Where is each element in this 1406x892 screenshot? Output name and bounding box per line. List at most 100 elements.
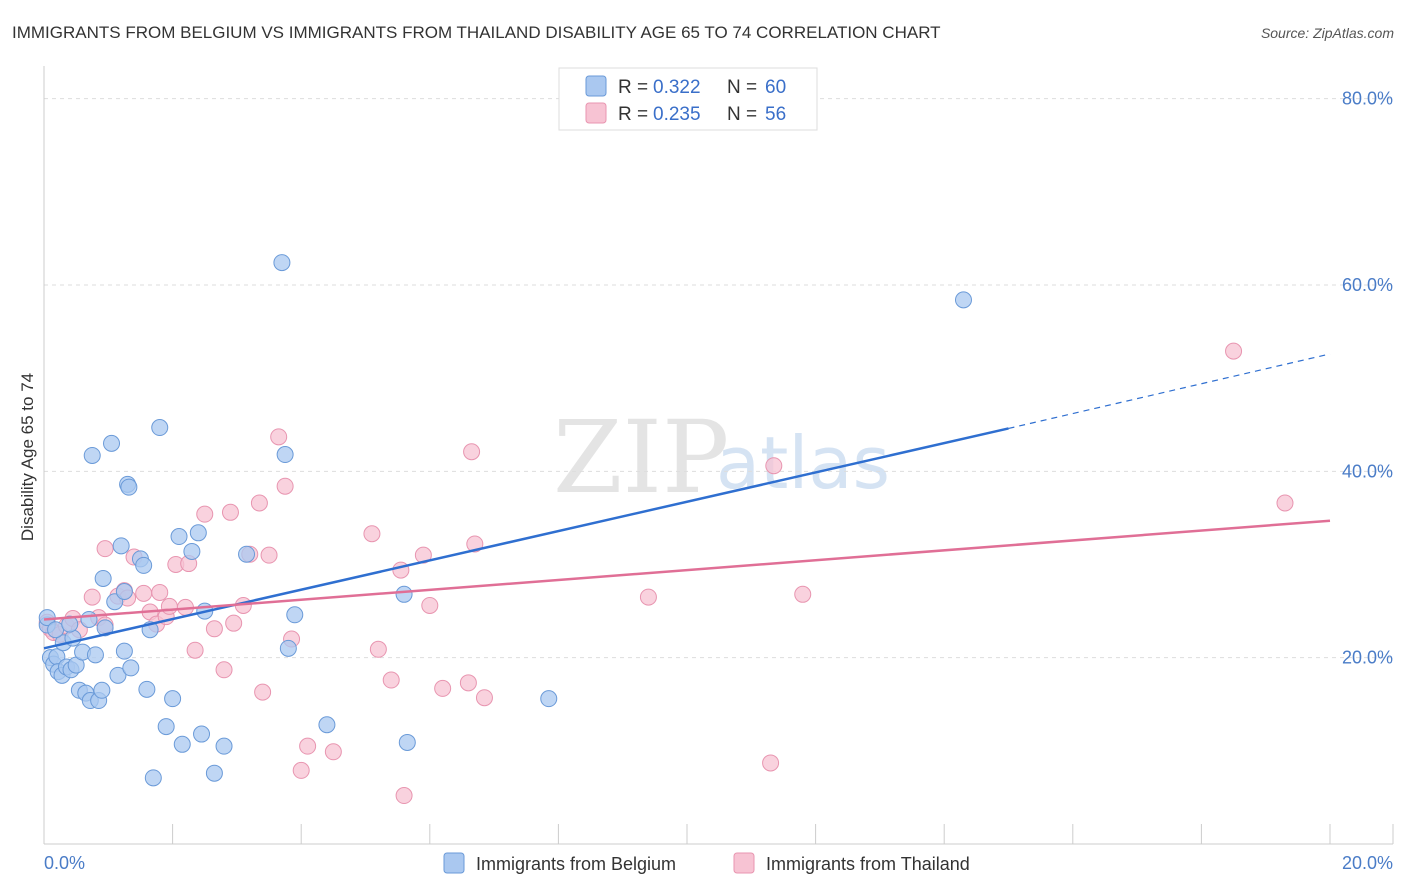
thailand-point bbox=[221, 503, 239, 521]
belgium-point bbox=[103, 434, 121, 452]
thailand-point bbox=[270, 428, 288, 446]
chart-title: IMMIGRANTS FROM BELGIUM VS IMMIGRANTS FR… bbox=[12, 23, 941, 42]
belgium-point bbox=[273, 254, 291, 272]
legend-n-label-thailand: N = bbox=[727, 104, 757, 125]
bottom-legend-swatch-belgium bbox=[443, 852, 465, 874]
thailand-point bbox=[215, 661, 233, 679]
thailand-point bbox=[794, 585, 812, 603]
belgium-point bbox=[279, 639, 297, 657]
thailand-point bbox=[1276, 494, 1294, 512]
y-axis-label: Disability Age 65 to 74 bbox=[18, 373, 37, 541]
belgium-point bbox=[112, 537, 130, 555]
belgium-point bbox=[115, 583, 133, 601]
belgium-point bbox=[109, 666, 127, 684]
belgium-trend-extension bbox=[1008, 353, 1331, 430]
y-tick-label: 60.0% bbox=[1342, 275, 1393, 295]
thailand-point bbox=[421, 596, 439, 614]
y-tick-label: 40.0% bbox=[1342, 461, 1393, 481]
thailand-point bbox=[205, 620, 223, 638]
thailand-point bbox=[196, 505, 214, 523]
legend-r-value-thailand: 0.235 bbox=[653, 104, 701, 125]
correlation-legend: R = 0.322 N = 60 R = 0.235 N = 56 bbox=[558, 67, 818, 131]
belgium-point bbox=[189, 524, 207, 542]
watermark-atlas: atlas bbox=[716, 421, 890, 505]
belgium-point bbox=[286, 606, 304, 624]
thailand-point bbox=[382, 671, 400, 689]
thailand-point bbox=[250, 494, 268, 512]
belgium-point bbox=[80, 610, 98, 628]
belgium-point bbox=[138, 680, 156, 698]
belgium-point bbox=[540, 690, 558, 708]
belgium-series bbox=[38, 254, 972, 787]
trend-lines bbox=[43, 353, 1331, 650]
thailand-point bbox=[96, 540, 114, 558]
thailand-point bbox=[83, 588, 101, 606]
legend-n-label-belgium: N = bbox=[727, 77, 757, 98]
belgium-point bbox=[395, 585, 413, 603]
belgium-point bbox=[193, 725, 211, 743]
thailand-point bbox=[434, 679, 452, 697]
belgium-point bbox=[157, 718, 175, 736]
belgium-point bbox=[94, 569, 112, 587]
belgium-point bbox=[954, 291, 972, 309]
belgium-point bbox=[144, 769, 162, 787]
belgium-point bbox=[115, 642, 133, 660]
belgium-point bbox=[151, 419, 169, 437]
belgium-point bbox=[83, 446, 101, 464]
thailand-point bbox=[369, 640, 387, 658]
thailand-trend-line bbox=[43, 519, 1331, 621]
legend-n-value-belgium: 60 bbox=[765, 77, 786, 98]
belgium-point bbox=[276, 446, 294, 464]
bottom-legend-label-thailand: Immigrants from Thailand bbox=[766, 854, 970, 874]
belgium-point bbox=[183, 542, 201, 560]
thailand-point bbox=[292, 761, 310, 779]
belgium-point bbox=[86, 646, 104, 664]
belgium-point bbox=[170, 528, 188, 546]
thailand-point bbox=[260, 546, 278, 564]
thailand-point bbox=[276, 477, 294, 495]
thailand-point bbox=[160, 597, 178, 615]
x-tick-label-right: 20.0% bbox=[1342, 853, 1393, 873]
belgium-point bbox=[47, 621, 65, 639]
y-tick-label: 80.0% bbox=[1342, 89, 1393, 109]
thailand-point bbox=[762, 754, 780, 772]
grid-lines bbox=[44, 98, 1393, 659]
belgium-point bbox=[215, 737, 233, 755]
belgium-point bbox=[96, 619, 114, 637]
thailand-point bbox=[459, 674, 477, 692]
legend-swatch-belgium bbox=[585, 75, 607, 97]
bottom-legend-swatch-thailand bbox=[733, 852, 755, 874]
belgium-point bbox=[318, 716, 336, 734]
legend-n-value-thailand: 56 bbox=[765, 104, 786, 125]
watermark-zip: ZIP bbox=[553, 399, 729, 516]
thailand-point bbox=[475, 689, 493, 707]
x-tick-label-left: 0.0% bbox=[44, 853, 85, 873]
thailand-point bbox=[463, 443, 481, 461]
legend-r-label-thailand: R = bbox=[618, 104, 648, 125]
belgium-point bbox=[164, 690, 182, 708]
belgium-point bbox=[120, 478, 138, 496]
thailand-point bbox=[324, 743, 342, 761]
y-tick-label: 20.0% bbox=[1342, 648, 1393, 668]
belgium-point bbox=[173, 735, 191, 753]
chart-source: Source: ZipAtlas.com bbox=[1261, 25, 1394, 41]
belgium-point bbox=[238, 545, 256, 563]
belgium-point bbox=[122, 659, 140, 677]
thailand-point bbox=[765, 457, 783, 475]
thailand-point bbox=[1225, 342, 1243, 360]
belgium-point bbox=[61, 615, 79, 633]
legend-r-label-belgium: R = bbox=[618, 77, 648, 98]
thailand-point bbox=[299, 737, 317, 755]
legend-r-value-belgium: 0.322 bbox=[653, 77, 701, 98]
thailand-point bbox=[151, 583, 169, 601]
thailand-point bbox=[225, 614, 243, 632]
series-legend: Immigrants from Belgium Immigrants from … bbox=[443, 852, 970, 874]
belgium-trend-line bbox=[43, 427, 1009, 650]
bottom-legend-label-belgium: Immigrants from Belgium bbox=[476, 854, 676, 874]
thailand-point bbox=[414, 546, 432, 564]
axes bbox=[43, 66, 1394, 845]
thailand-point bbox=[186, 641, 204, 659]
belgium-point bbox=[93, 681, 111, 699]
belgium-point bbox=[135, 556, 153, 574]
